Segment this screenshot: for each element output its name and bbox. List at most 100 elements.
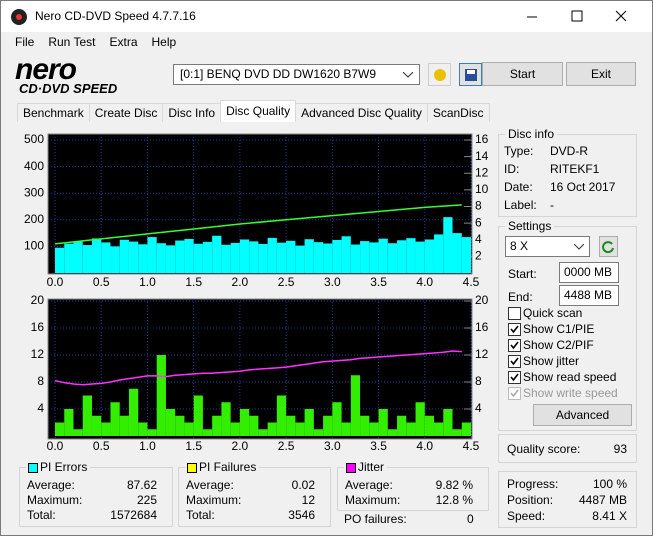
bar	[406, 238, 416, 273]
start-button[interactable]: Start	[482, 62, 563, 86]
bar	[101, 422, 111, 436]
info-value: 16 Oct 2017	[550, 180, 616, 194]
bar	[202, 241, 213, 273]
stats-group: PI Failures Average: 0.02 Maximum: 12 Total: 3…	[178, 460, 331, 527]
tab[interactable]: Disc Info	[162, 103, 222, 122]
bar	[175, 240, 185, 273]
checkbox[interactable]	[508, 371, 521, 384]
eject-button[interactable]	[428, 63, 451, 86]
x-tick-label: 3.5	[370, 275, 387, 289]
y-tick-label: 100	[24, 239, 44, 253]
tab[interactable]: ScanDisc	[426, 103, 490, 122]
save-button[interactable]	[459, 63, 482, 86]
window-title: Nero CD-DVD Speed 4.7.7.16	[35, 9, 196, 23]
window-controls[interactable]	[521, 1, 651, 32]
bar	[369, 242, 379, 273]
bar	[360, 241, 370, 273]
menu-item[interactable]: Help	[151, 35, 177, 49]
bar	[313, 242, 324, 273]
bar	[175, 415, 185, 436]
check-mark	[510, 373, 519, 382]
bar	[276, 395, 287, 436]
x-tick-label: 0.0	[47, 439, 64, 453]
checkbox[interactable]	[508, 355, 521, 368]
y2-tick-label: 6	[475, 215, 482, 229]
stat-value: 87.62	[126, 478, 157, 492]
stat-value: 12.8 %	[435, 493, 473, 507]
menu-item[interactable]: Extra	[109, 35, 138, 49]
checkbox-label: Show write speed	[523, 386, 618, 400]
bar	[350, 375, 361, 436]
y-tick-label: 500	[24, 132, 44, 146]
bar	[82, 245, 92, 273]
bar	[73, 241, 83, 273]
info-label: ID:	[504, 162, 520, 176]
line	[54, 350, 462, 386]
drive-select[interactable]: [0:1] BENQ DVD DD DW1620 B7W9	[173, 64, 420, 85]
tab[interactable]: Advanced Disc Quality	[295, 103, 428, 122]
bar	[193, 395, 203, 436]
eject-icon	[433, 69, 446, 81]
x-tick-label: 4.5	[463, 439, 480, 453]
info-value: DVD-R	[550, 144, 588, 158]
bar	[239, 239, 250, 273]
bar	[295, 422, 305, 436]
checkbox[interactable]	[508, 339, 521, 352]
bar	[193, 243, 203, 273]
refresh-icon	[602, 241, 614, 254]
x-tick-label: 0.0	[47, 275, 64, 289]
stat-value: 0.02	[291, 478, 315, 492]
bar	[369, 422, 379, 436]
start-label: Start:	[508, 267, 537, 281]
check-mark	[510, 341, 519, 350]
tab[interactable]: Disc Quality	[220, 100, 297, 122]
menu-item[interactable]: Run Test	[48, 35, 96, 49]
bar	[91, 238, 102, 273]
bar	[397, 415, 407, 436]
bar	[443, 409, 453, 436]
bar	[249, 415, 259, 436]
bar	[406, 422, 416, 436]
advanced-button[interactable]: Advanced	[533, 404, 632, 426]
checkbox[interactable]	[508, 323, 521, 336]
bar	[341, 236, 351, 273]
bar	[128, 388, 139, 436]
speed-select[interactable]: 8 X	[505, 236, 590, 257]
x-tick-label: 1.5	[185, 275, 202, 289]
stat-label: PO failures:	[344, 512, 407, 526]
x-tick-label: 4.0	[416, 439, 433, 453]
bar	[147, 429, 157, 436]
bar	[341, 422, 351, 436]
stat-label: Average:	[27, 478, 75, 492]
bar	[73, 429, 83, 436]
end-label: End:	[508, 290, 533, 304]
info-label: Date:	[504, 180, 533, 194]
bar	[119, 415, 129, 436]
progress-group: Progress: 100 % Position: 4487 MB Speed: 8.41…	[498, 471, 637, 528]
y2-tick-label: 12	[475, 165, 489, 179]
tab[interactable]: Create Disc	[88, 103, 164, 122]
tab[interactable]: Benchmark	[17, 103, 90, 122]
checkbox[interactable]	[508, 307, 521, 320]
y-tick-label: 20	[31, 293, 45, 307]
y2-tick-label: 16	[475, 132, 489, 146]
stat-label: Total:	[186, 508, 215, 522]
exit-button[interactable]: Exit	[566, 62, 636, 86]
refresh-button[interactable]	[599, 236, 618, 257]
line	[54, 204, 462, 245]
menu-bar: File Run Test Extra Help	[15, 35, 176, 49]
x-tick-label: 3.0	[324, 439, 341, 453]
x-tick-label: 2.5	[278, 439, 295, 453]
dropdown-arrow	[403, 72, 413, 78]
menu-item[interactable]: File	[15, 35, 35, 49]
end-input[interactable]: 4488 MB	[559, 285, 619, 306]
bar	[286, 415, 296, 436]
start-input[interactable]: 0000 MB	[559, 262, 619, 283]
y2-tick-label: 16	[475, 320, 489, 334]
checkbox-label: Show jitter	[523, 354, 580, 368]
stat-value: 0	[467, 512, 474, 526]
app-icon	[11, 9, 27, 25]
stat-label: Maximum:	[345, 493, 401, 507]
